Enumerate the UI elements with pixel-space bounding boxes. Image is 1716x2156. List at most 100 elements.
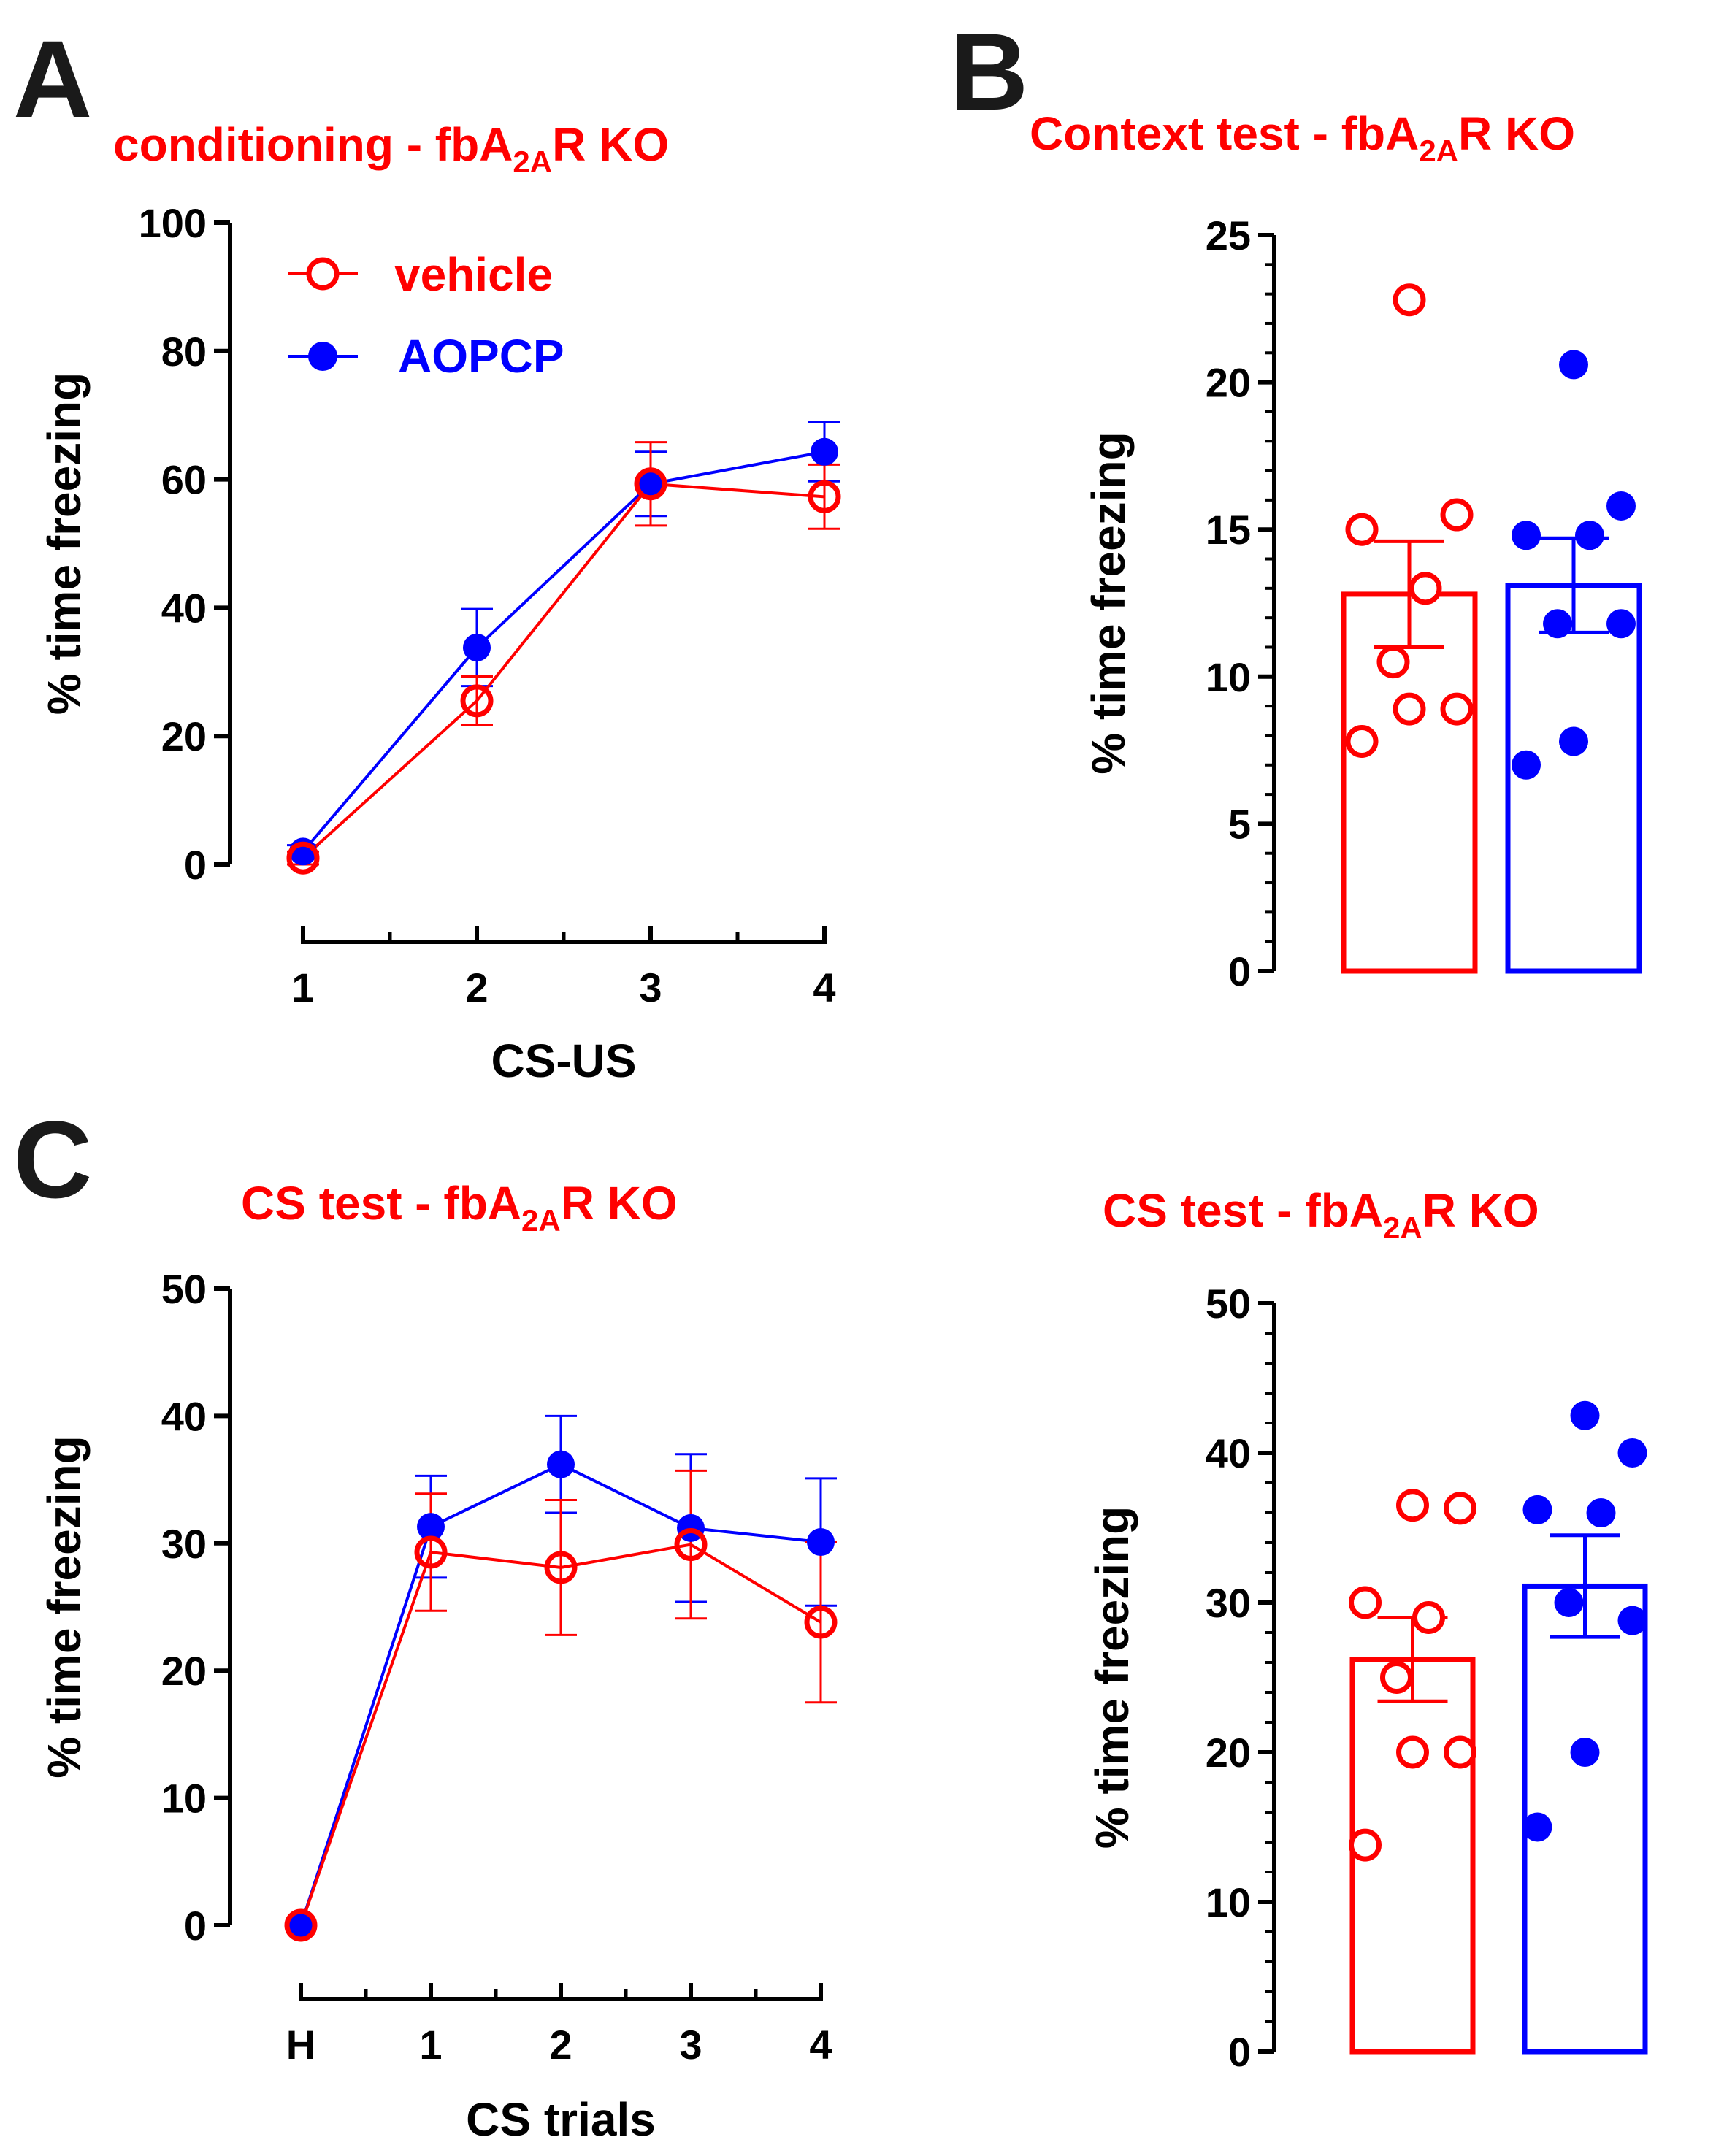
panel-letter-a: A xyxy=(13,18,92,140)
point-aopcp xyxy=(811,437,838,466)
x-tick-label: 3 xyxy=(679,2022,702,2068)
y-axis-label: % time freezing xyxy=(1082,431,1135,774)
x-tick-label: 1 xyxy=(419,2022,442,2068)
point-vehicle xyxy=(1345,513,1379,546)
chart-b: 0 5 10 15 20 25 % time freezing xyxy=(1082,212,1642,994)
point-aopcp xyxy=(1512,521,1541,550)
chart-c1: 0 10 20 30 40 50 % time freezing H 1 2 3 4 CS trials xyxy=(38,1266,838,2146)
title-c2: CS test - fbA2AR KO xyxy=(1103,1184,1539,1245)
point-vehicle xyxy=(1440,498,1474,532)
legend-aopcp-marker xyxy=(308,342,337,371)
y-tick-label: 20 xyxy=(161,1648,207,1694)
point-vehicle xyxy=(1376,645,1410,679)
title-b: Context test - fbA2AR KO xyxy=(1030,107,1575,168)
y-tick-label: 50 xyxy=(1206,1281,1251,1327)
point-vehicle xyxy=(1380,1661,1413,1694)
point-aopcp xyxy=(1554,1588,1584,1617)
y-tick-label: 40 xyxy=(161,585,207,631)
point-aopcp xyxy=(1570,1738,1600,1767)
y-axis-label: % time freezing xyxy=(1086,1506,1138,1849)
y-tick-label: 80 xyxy=(161,329,207,375)
point-aopcp xyxy=(1586,1498,1616,1527)
x-tick-label: 1 xyxy=(291,964,314,1010)
point-vehicle xyxy=(674,1528,708,1562)
x-tick-label: 3 xyxy=(639,964,662,1010)
x-tick-label: 4 xyxy=(809,2022,832,2068)
chart-c2: 0 10 20 30 40 50 % time freezing xyxy=(1086,1281,1648,2075)
y-tick-label: 25 xyxy=(1206,212,1251,258)
point-aopcp xyxy=(417,1513,445,1541)
x-axis-label: CS trials xyxy=(466,2093,656,2146)
y-tick-label: 0 xyxy=(1228,2029,1251,2075)
y-tick-label: 0 xyxy=(184,1903,207,1949)
legend-vehicle-marker xyxy=(306,257,340,291)
point-vehicle xyxy=(1444,1735,1476,1769)
point-aopcp xyxy=(637,469,664,498)
point-aopcp xyxy=(1617,1606,1647,1635)
series-line-vehicle xyxy=(302,482,825,859)
point-vehicle xyxy=(808,480,841,513)
y-tick-label: 20 xyxy=(1206,360,1251,406)
point-aopcp xyxy=(807,1528,835,1557)
point-aopcp xyxy=(1559,350,1588,380)
point-aopcp xyxy=(1570,1400,1600,1430)
panel-letter-b: B xyxy=(949,10,1028,133)
legend: vehicle AOPCP xyxy=(288,248,564,383)
point-vehicle xyxy=(286,841,320,875)
point-aopcp xyxy=(1617,1438,1647,1468)
series-line-aopcp xyxy=(302,450,825,853)
point-vehicle xyxy=(1393,692,1426,726)
point-vehicle xyxy=(1349,1586,1382,1619)
legend-vehicle-label: vehicle xyxy=(394,248,553,301)
point-aopcp xyxy=(1522,1812,1552,1842)
y-tick-label: 0 xyxy=(184,842,207,888)
point-vehicle xyxy=(1440,692,1474,726)
point-aopcp xyxy=(1606,491,1636,521)
point-aopcp xyxy=(1606,609,1636,639)
y-tick-label: 40 xyxy=(1206,1430,1251,1476)
title-c1: CS test - fbA2AR KO xyxy=(241,1177,678,1238)
x-tick-label: 4 xyxy=(813,964,835,1010)
y-tick-label: 60 xyxy=(161,457,207,503)
point-vehicle xyxy=(1444,1492,1476,1525)
y-tick-label: 50 xyxy=(161,1266,207,1312)
point-vehicle xyxy=(284,1908,318,1942)
x-tick-label: 2 xyxy=(549,2022,572,2068)
y-tick-label: 20 xyxy=(161,713,207,759)
bar-vehicle xyxy=(1341,591,1478,974)
y-tick-label: 100 xyxy=(139,200,207,246)
y-tick-label: 10 xyxy=(161,1776,207,1822)
y-axis-label: % time freezing xyxy=(38,372,91,715)
y-tick-label: 15 xyxy=(1206,507,1251,553)
point-aopcp xyxy=(1512,750,1541,780)
y-tick-label: 40 xyxy=(161,1393,207,1439)
point-vehicle xyxy=(1349,1828,1382,1862)
x-tick-label: 2 xyxy=(465,964,488,1010)
point-vehicle xyxy=(460,684,494,718)
point-vehicle xyxy=(1345,725,1379,759)
y-tick-label: 0 xyxy=(1228,948,1251,994)
title-a: conditioning - fbA2AR KO xyxy=(113,118,669,179)
point-aopcp xyxy=(547,1450,575,1478)
y-axis-label: % time freezing xyxy=(38,1435,91,1778)
point-aopcp xyxy=(1575,521,1604,550)
point-vehicle xyxy=(804,1606,838,1639)
point-vehicle xyxy=(414,1535,448,1569)
point-vehicle xyxy=(1396,1489,1429,1522)
point-aopcp xyxy=(463,633,491,661)
point-vehicle xyxy=(1396,1735,1429,1769)
point-vehicle xyxy=(1412,1601,1445,1634)
x-tick-label: H xyxy=(286,2022,315,2068)
point-vehicle xyxy=(1393,283,1426,317)
y-tick-label: 30 xyxy=(161,1521,207,1567)
y-tick-label: 5 xyxy=(1228,801,1251,847)
y-tick-label: 10 xyxy=(1206,654,1251,700)
legend-aopcp-label: AOPCP xyxy=(398,330,564,383)
y-tick-label: 20 xyxy=(1206,1730,1251,1776)
chart-a: 0 20 40 60 80 100 % time freezing 1 2 3 4 CS-US xyxy=(38,200,841,1087)
point-aopcp xyxy=(287,1911,315,1939)
x-axis-label: CS-US xyxy=(491,1035,636,1087)
point-vehicle xyxy=(634,467,667,501)
point-aopcp xyxy=(1559,726,1588,756)
